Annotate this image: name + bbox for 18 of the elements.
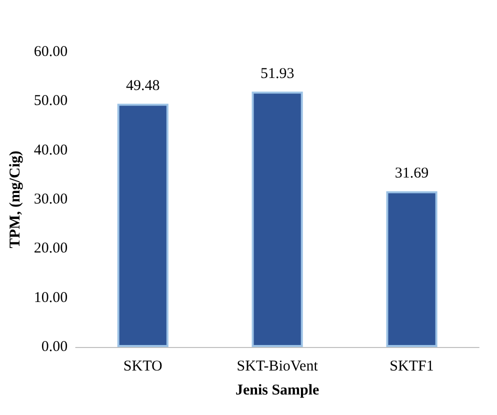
y-tick-label: 20.00 [34,240,68,257]
bar [252,92,303,347]
y-axis-title: TPM, (mg/Cig) [8,150,24,248]
y-tick-label: 10.00 [34,290,68,306]
data-label: 51.93 [260,66,294,82]
bar [117,104,168,347]
x-tick-label: SKT-BioVent [236,358,319,374]
y-tick-label: 50.00 [34,93,68,110]
y-tick-label: 40.00 [34,142,68,158]
bar [386,191,438,347]
y-tick-label: 30.00 [34,192,68,208]
x-tick-label: SKTO [123,358,162,374]
x-axis-title: Jenis Sample [235,382,320,398]
x-tick-label: SKTF1 [390,358,434,374]
data-label: 49.48 [126,78,160,94]
y-tick-label: 0.00 [41,339,68,355]
data-label: 31.69 [394,166,429,182]
y-tick-label: 60.00 [34,44,68,60]
